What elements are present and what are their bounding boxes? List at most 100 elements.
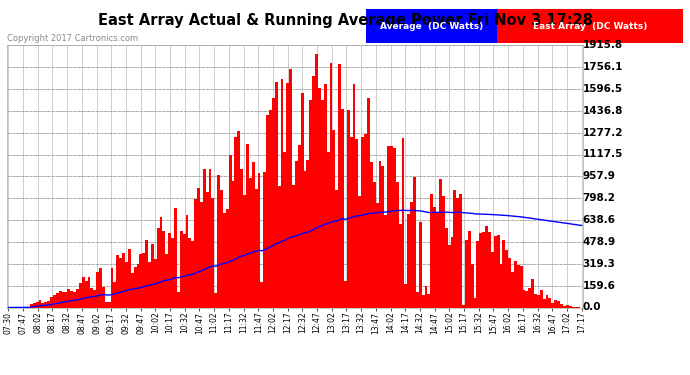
Bar [520, 266, 522, 308]
Bar [122, 254, 125, 308]
Bar [560, 304, 563, 307]
Bar [260, 282, 264, 308]
Bar [85, 281, 88, 308]
Bar [96, 272, 99, 308]
Bar [431, 194, 433, 308]
Text: Copyright 2017 Cartronics.com: Copyright 2017 Cartronics.com [7, 34, 138, 43]
Bar [439, 179, 442, 308]
Bar [554, 300, 557, 307]
Bar [505, 250, 508, 308]
Bar [171, 237, 174, 308]
Bar [53, 295, 56, 307]
Bar [237, 131, 240, 308]
Bar [148, 262, 151, 308]
Bar [191, 241, 194, 308]
Text: 1915.8: 1915.8 [582, 40, 622, 50]
Bar [459, 194, 462, 308]
Bar [139, 254, 142, 308]
Text: 0.0: 0.0 [582, 303, 601, 312]
Bar [142, 253, 145, 308]
Bar [529, 288, 531, 308]
Bar [462, 305, 465, 308]
Bar [157, 228, 159, 308]
Bar [321, 100, 324, 308]
Bar [255, 189, 257, 308]
Bar [370, 162, 373, 308]
Bar [295, 161, 298, 308]
Bar [88, 278, 90, 308]
Bar [382, 166, 384, 308]
Bar [168, 233, 171, 308]
Bar [68, 290, 70, 308]
Bar [264, 172, 266, 308]
Text: 1756.1: 1756.1 [582, 62, 623, 72]
Bar [223, 213, 226, 308]
Bar [330, 63, 333, 308]
Bar [384, 214, 387, 308]
Bar [497, 235, 500, 308]
Bar [298, 145, 301, 308]
Bar [404, 284, 407, 308]
Bar [399, 224, 402, 308]
Bar [131, 273, 134, 308]
Bar [502, 240, 505, 308]
Bar [344, 281, 347, 308]
Bar [125, 262, 128, 308]
Bar [102, 287, 105, 308]
Bar [480, 233, 482, 308]
Bar [540, 290, 543, 308]
Bar [117, 255, 119, 308]
Bar [367, 98, 370, 308]
Bar [428, 294, 431, 308]
Bar [27, 307, 30, 308]
Bar [151, 243, 154, 308]
Bar [240, 169, 243, 308]
Bar [277, 186, 281, 308]
Bar [511, 272, 514, 308]
Bar [436, 212, 439, 308]
Bar [347, 110, 350, 308]
Bar [243, 195, 246, 308]
Bar [159, 217, 162, 308]
Bar [110, 268, 113, 308]
Bar [557, 301, 560, 307]
Bar [220, 190, 223, 308]
Bar [422, 295, 424, 307]
Bar [416, 292, 419, 308]
Bar [174, 207, 177, 308]
Bar [128, 249, 131, 308]
Bar [301, 93, 304, 308]
FancyBboxPatch shape [497, 9, 683, 43]
Bar [246, 144, 249, 308]
Bar [73, 292, 76, 308]
Bar [355, 139, 358, 308]
Bar [208, 169, 211, 308]
Bar [284, 152, 286, 308]
Bar [451, 237, 453, 308]
Bar [33, 303, 36, 307]
Bar [364, 134, 367, 308]
Bar [410, 202, 413, 308]
Bar [473, 297, 477, 307]
Bar [145, 240, 148, 308]
Bar [500, 264, 502, 308]
Bar [93, 290, 96, 308]
Text: 478.9: 478.9 [582, 237, 615, 247]
Bar [338, 64, 341, 308]
Text: 798.2: 798.2 [582, 193, 615, 203]
Bar [453, 190, 456, 308]
Bar [326, 152, 330, 308]
Bar [286, 83, 289, 308]
Bar [468, 231, 471, 308]
Bar [137, 264, 139, 308]
Bar [543, 299, 546, 307]
Bar [200, 202, 203, 308]
Text: 957.9: 957.9 [582, 171, 615, 181]
Bar [211, 198, 215, 308]
Bar [41, 303, 44, 307]
Bar [433, 207, 436, 308]
Bar [309, 100, 313, 308]
Bar [183, 234, 186, 308]
Bar [341, 108, 344, 307]
Bar [318, 88, 321, 308]
